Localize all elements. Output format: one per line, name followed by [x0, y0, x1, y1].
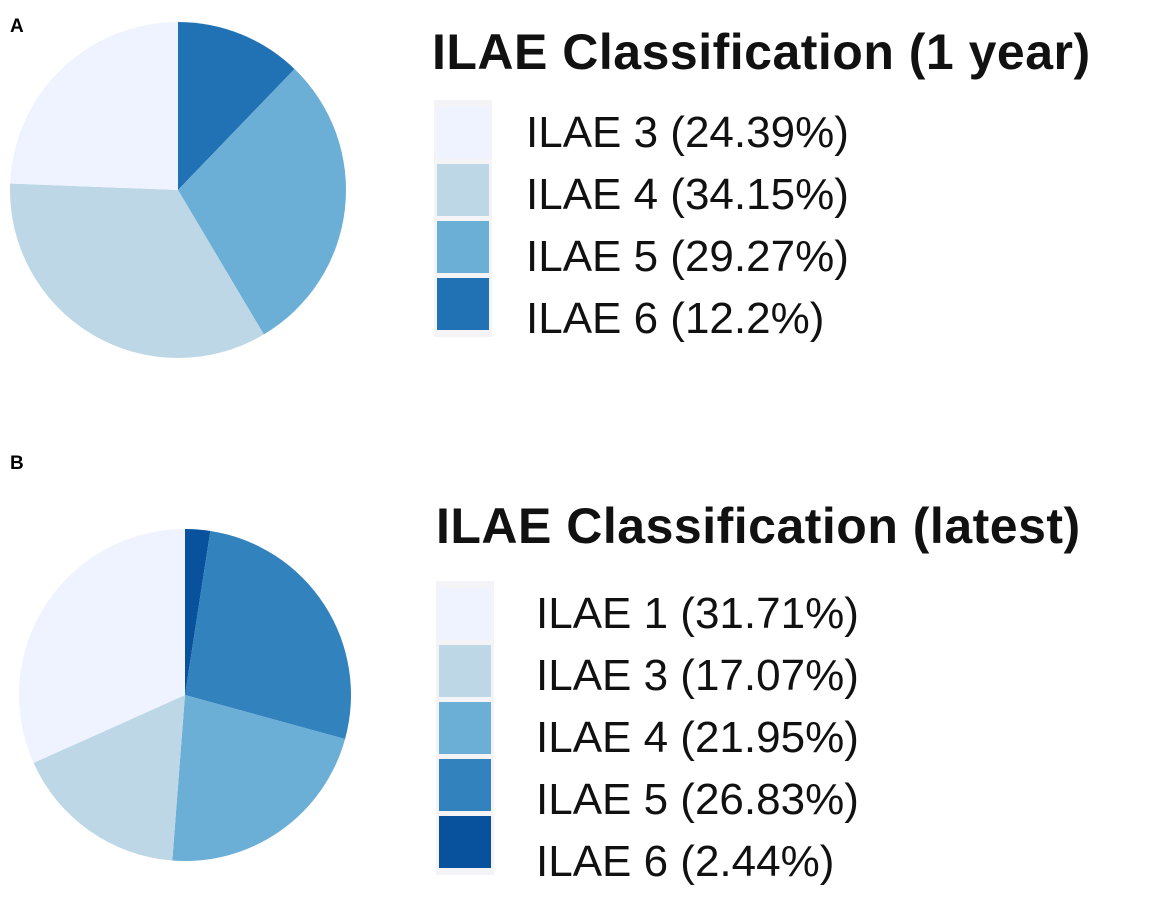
panel-letter: B [10, 453, 24, 474]
pie-slice-ilae-6 [185, 529, 211, 695]
legend-swatch [439, 702, 491, 754]
chart-panel-a: A ILAE Classification (1 year) ILAE 3 (2… [0, 0, 1170, 440]
legend-label: ILAE 5 (29.27%) [526, 232, 849, 281]
legend-label: ILAE 5 (26.83%) [536, 775, 859, 824]
legend-label: ILAE 1 (31.71%) [536, 589, 859, 638]
legend-labels: ILAE 3 (24.39%) ILAE 4 (34.15%) ILAE 5 (29… [526, 102, 849, 350]
legend-swatch [437, 107, 489, 159]
legend-swatch [439, 759, 491, 811]
legend-labels: ILAE 1 (31.71%) ILAE 3 (17.07%) ILAE 4 (21… [536, 583, 859, 893]
legend-swatch [439, 645, 491, 697]
panel-letter: A [10, 16, 24, 37]
legend-swatch [437, 164, 489, 216]
pie-slice-ilae-4 [172, 695, 346, 861]
legend-title: ILAE Classification (latest) [436, 498, 1081, 554]
legend-swatch [437, 278, 489, 330]
pie-slice-ilae-3 [10, 22, 178, 190]
pie-slice-ilae-4 [10, 183, 264, 358]
legend-label: ILAE 6 (2.44%) [536, 837, 835, 886]
legend-swatches [434, 100, 492, 337]
pie-slice-ilae-6 [178, 22, 295, 190]
legend-swatch [439, 588, 491, 640]
pie-chart [10, 22, 346, 358]
pie-slice-ilae-1 [18, 529, 185, 763]
legend-label: ILAE 4 (34.15%) [526, 170, 849, 219]
pie-chart [18, 529, 352, 861]
legend-label: ILAE 3 (17.07%) [536, 651, 859, 700]
legend-swatch [439, 816, 491, 868]
legend-swatches [436, 581, 494, 875]
legend-label: ILAE 4 (21.95%) [536, 713, 859, 762]
pie-slice-ilae-5 [185, 530, 352, 740]
legend-label: ILAE 3 (24.39%) [526, 108, 849, 157]
legend-swatch [437, 221, 489, 273]
pie-slice-ilae-5 [178, 68, 346, 335]
legend-title: ILAE Classification (1 year) [432, 24, 1091, 80]
pie-slice-ilae-3 [33, 695, 185, 861]
chart-panel-b: B ILAE Classification (latest) ILAE 1 (3… [0, 445, 1170, 901]
legend-label: ILAE 6 (12.2%) [526, 294, 825, 343]
